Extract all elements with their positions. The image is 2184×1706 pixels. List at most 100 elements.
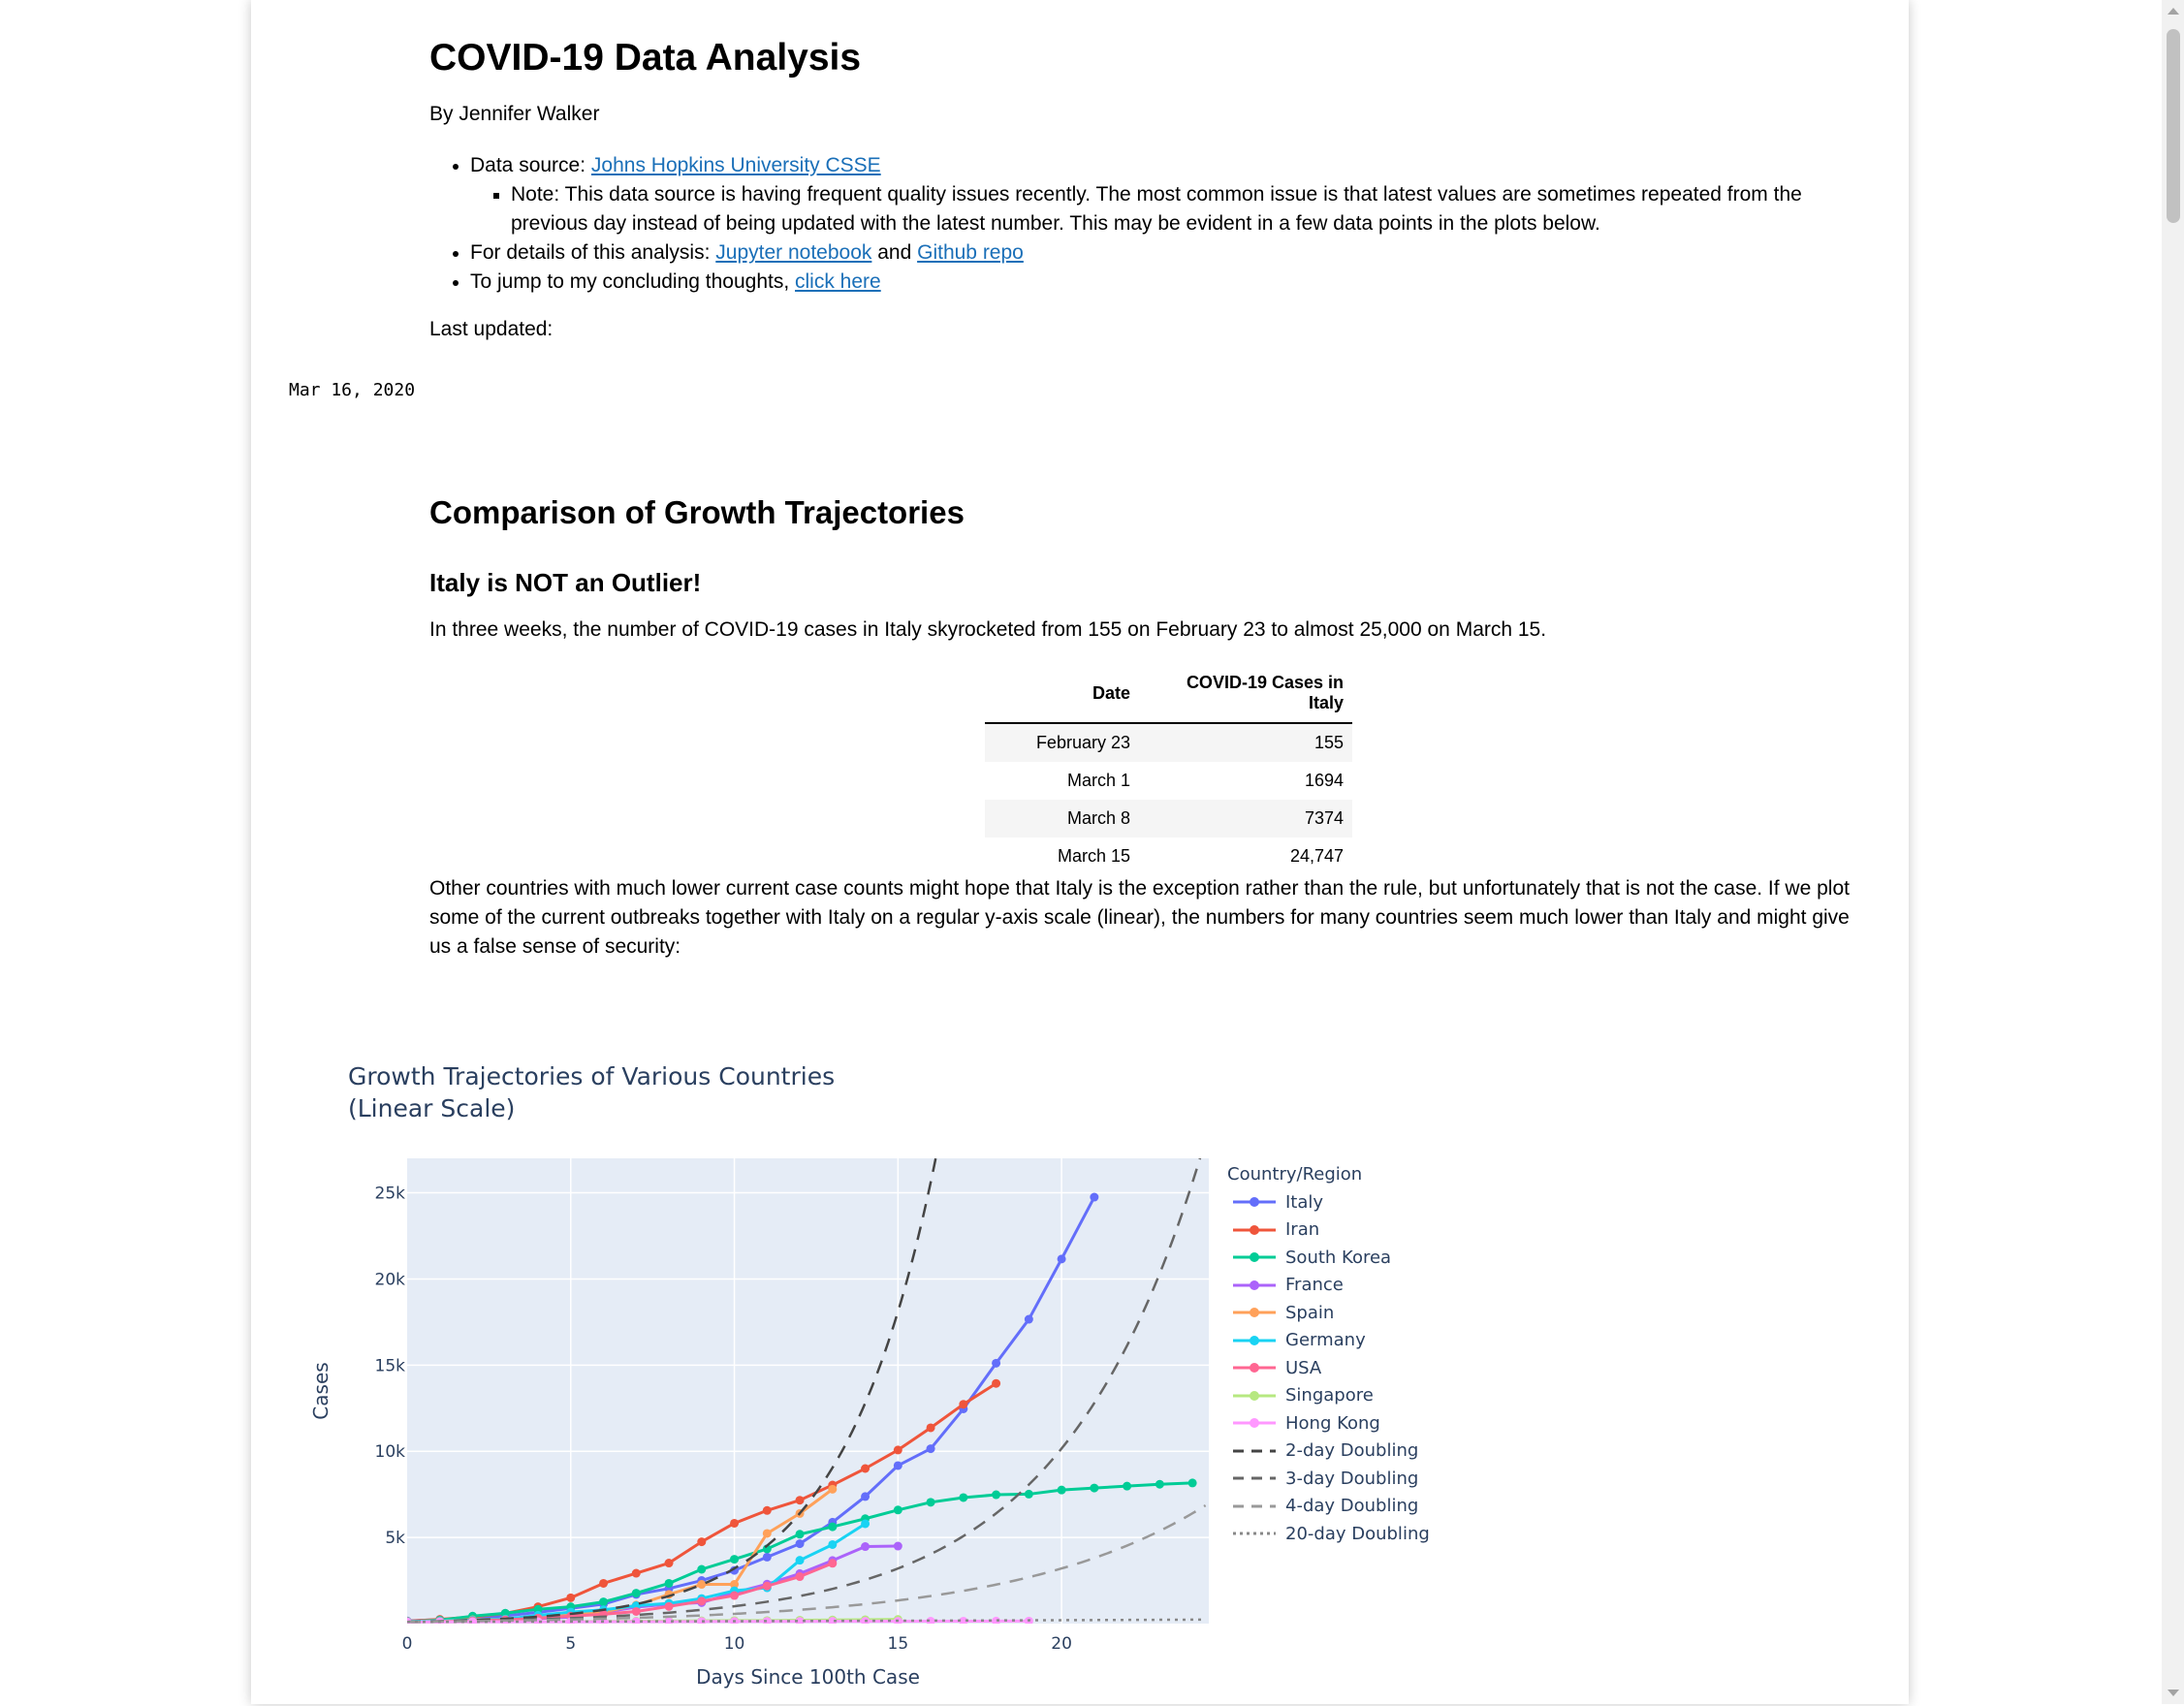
scroll-down-icon[interactable] [2168, 1690, 2179, 1696]
legend-swatch-icon [1233, 1504, 1276, 1508]
data-point-germany [828, 1539, 838, 1549]
legend-swatch-icon [1233, 1449, 1276, 1453]
and-text: and [871, 241, 918, 264]
x-axis-title: Days Since 100th Case [696, 1665, 920, 1689]
github-repo-link[interactable]: Github repo [917, 241, 1024, 264]
data-point-south-korea [697, 1564, 707, 1574]
legend-item-france[interactable]: France [1227, 1272, 1430, 1300]
legend-swatch-icon [1233, 1335, 1276, 1345]
legend-item-2-day-doubling[interactable]: 2-day Doubling [1227, 1437, 1430, 1466]
data-point-south-korea [1057, 1485, 1066, 1495]
data-point-iran [795, 1496, 805, 1505]
data-point-italy [1057, 1254, 1066, 1264]
table-cell-date: March 15 [1057, 846, 1130, 866]
data-point-iran [631, 1568, 641, 1578]
data-point-germany [795, 1556, 805, 1565]
vertical-scrollbar[interactable] [2162, 0, 2184, 1704]
data-point-iran [664, 1559, 674, 1568]
legend-swatch-icon [1233, 1308, 1276, 1318]
legend-item-hong-kong[interactable]: Hong Kong [1227, 1409, 1430, 1437]
y-tick-label: 5k [385, 1529, 405, 1548]
legend-swatch-icon [1233, 1418, 1276, 1429]
section-title: Comparison of Growth Trajectories [429, 494, 965, 530]
legend-item-spain[interactable]: Spain [1227, 1299, 1430, 1327]
table-header-row: Date COVID-19 Cases in Italy [985, 667, 1352, 724]
byline: By Jennifer Walker [429, 103, 600, 125]
data-point-usa [795, 1572, 805, 1582]
legend-label: South Korea [1285, 1247, 1392, 1268]
italy-cases-table: Date COVID-19 Cases in Italy February 23… [985, 667, 1352, 875]
legend-label: France [1285, 1275, 1344, 1296]
legend-label: 20-day Doubling [1285, 1523, 1430, 1544]
legend-item-3-day-doubling[interactable]: 3-day Doubling [1227, 1465, 1430, 1493]
data-source-label: Data source: [470, 154, 591, 176]
legend-item-singapore[interactable]: Singapore [1227, 1382, 1430, 1410]
data-point-south-korea [533, 1604, 543, 1614]
growth-chart[interactable]: 0 5 10 15 20 5k 10k 15k 20k 25k Days Since 100th C… [291, 1144, 1221, 1706]
legend-label: USA [1285, 1357, 1322, 1378]
data-point-usa [762, 1581, 772, 1591]
legend-label: Italy [1285, 1191, 1324, 1213]
y-tick-label: 15k [375, 1356, 406, 1375]
data-point-south-korea [795, 1530, 805, 1539]
data-point-italy [795, 1539, 805, 1549]
chart-legend[interactable]: Country/Region Italy Iran South Korea Franc… [1227, 1161, 1430, 1548]
legend-item-20-day-doubling[interactable]: 20-day Doubling [1227, 1520, 1430, 1548]
data-point-south-korea [730, 1555, 740, 1564]
series-line-4-day-doubling [407, 1503, 1207, 1624]
data-point-south-korea [1090, 1483, 1099, 1493]
legend-swatch-icon [1233, 1224, 1276, 1235]
data-point-spain [762, 1529, 772, 1538]
x-tick-label: 10 [724, 1634, 745, 1654]
scroll-up-icon[interactable] [2168, 8, 2179, 15]
legend-swatch-icon [1233, 1252, 1276, 1263]
legend-label: 3-day Doubling [1285, 1468, 1419, 1489]
legend-swatch-icon [1233, 1532, 1276, 1535]
data-point-hong-kong [992, 1616, 1001, 1624]
data-point-south-korea [664, 1578, 674, 1588]
legend-label: Hong Kong [1285, 1412, 1380, 1434]
data-point-iran [861, 1464, 870, 1473]
legend-label: 2-day Doubling [1285, 1440, 1419, 1462]
data-point-south-korea [1187, 1478, 1197, 1488]
data-point-france [861, 1542, 870, 1552]
data-point-iran [697, 1537, 707, 1547]
data-point-hong-kong [959, 1616, 968, 1624]
table-cell-cases: 7374 [1139, 800, 1352, 837]
x-tick-label: 0 [402, 1634, 413, 1654]
data-point-south-korea [893, 1505, 902, 1515]
data-point-italy [893, 1461, 902, 1470]
legend-item-italy[interactable]: Italy [1227, 1188, 1430, 1216]
data-point-south-korea [1123, 1481, 1132, 1491]
data-point-italy [1090, 1192, 1099, 1202]
jhu-csse-link[interactable]: Johns Hopkins University CSSE [590, 154, 881, 176]
scroll-thumb[interactable] [2167, 29, 2180, 223]
chart-title-line-1: Growth Trajectories of Various Countries [348, 1062, 836, 1090]
legend-swatch-icon [1233, 1390, 1276, 1401]
legend-item-usa[interactable]: USA [1227, 1354, 1430, 1382]
data-point-spain [730, 1580, 740, 1590]
table-cell-cases: 155 [1139, 723, 1352, 762]
legend-label: 4-day Doubling [1285, 1496, 1419, 1517]
click-here-link[interactable]: click here [795, 270, 881, 293]
series-line-20-day-doubling [407, 1618, 1206, 1624]
data-point-south-korea [599, 1597, 609, 1607]
x-tick-label: 20 [1051, 1634, 1072, 1654]
legend-item-iran[interactable]: Iran [1227, 1216, 1430, 1245]
data-point-south-korea [828, 1522, 838, 1532]
jupyter-notebook-link[interactable]: Jupyter notebook [715, 241, 872, 264]
legend-item-4-day-doubling[interactable]: 4-day Doubling [1227, 1493, 1430, 1521]
bullet-note: Note: This data source is having frequen… [429, 180, 1835, 238]
data-point-south-korea [1155, 1479, 1164, 1489]
legend-item-south-korea[interactable]: South Korea [1227, 1244, 1430, 1272]
data-point-iran [762, 1505, 772, 1515]
data-point-iran [566, 1593, 576, 1602]
data-point-usa [730, 1591, 740, 1600]
data-point-iran [730, 1518, 740, 1528]
data-point-south-korea [926, 1498, 935, 1507]
table-row: February 23 155 [985, 723, 1352, 762]
legend-title: Country/Region [1227, 1164, 1363, 1185]
intro-text: In three weeks, the number of COVID-19 c… [429, 618, 1547, 641]
data-point-iran [893, 1445, 902, 1455]
legend-item-germany[interactable]: Germany [1227, 1327, 1430, 1355]
